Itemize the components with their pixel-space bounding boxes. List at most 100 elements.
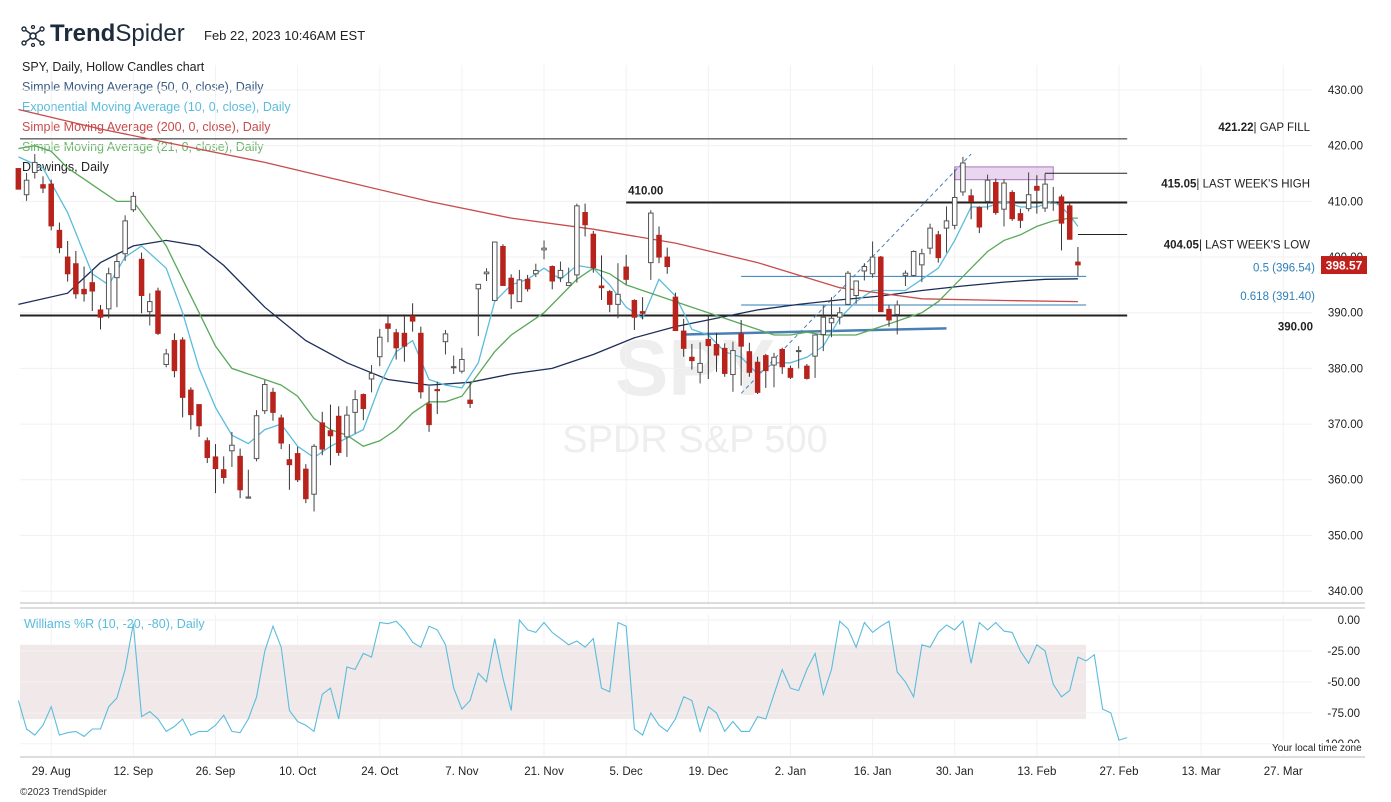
candle-body: [697, 362, 703, 373]
candle-body: [393, 332, 399, 349]
candle: [385, 315, 391, 343]
candle-body: [23, 179, 30, 196]
candle: [598, 255, 605, 300]
candle: [828, 297, 835, 338]
study-label-3[interactable]: Simple Moving Average (200, 0, close), D…: [22, 120, 271, 134]
candle: [1042, 173, 1048, 212]
candle: [590, 230, 597, 273]
candle: [738, 319, 744, 386]
candle-body: [713, 343, 720, 356]
candle-body: [196, 404, 202, 427]
candle: [459, 347, 465, 374]
candle: [360, 393, 367, 421]
time-tick-label: 2. Jan: [775, 766, 806, 778]
candle-body: [533, 269, 539, 275]
candle: [418, 326, 424, 399]
candle-body: [1025, 194, 1032, 210]
candle: [483, 268, 490, 281]
candle-body: [524, 278, 531, 290]
candle-body: [993, 181, 999, 214]
candle: [779, 347, 785, 374]
level-label: 404.05| LAST WEEK'S LOW: [1164, 240, 1310, 252]
candle-body: [15, 168, 22, 190]
candle: [713, 332, 720, 372]
candle-body: [1066, 205, 1073, 240]
candle: [557, 261, 564, 283]
candle: [253, 410, 260, 462]
candle: [754, 356, 761, 395]
candle: [81, 266, 87, 302]
candle-body: [360, 394, 367, 409]
candle-body: [565, 282, 572, 286]
candle-body: [1042, 183, 1048, 209]
candle: [721, 343, 728, 377]
brand-name-light: Spider: [115, 20, 185, 47]
candle: [442, 329, 449, 355]
candle-body: [1001, 182, 1007, 210]
candle-body: [812, 334, 818, 357]
time-tick-label: 7. Nov: [445, 766, 478, 778]
last-price-label: 398.57: [1326, 259, 1363, 273]
candle-body: [122, 220, 128, 255]
candle: [746, 342, 753, 377]
candle-body: [680, 330, 687, 349]
candle-body: [853, 280, 859, 296]
candle: [672, 292, 679, 332]
time-tick-label: 13. Feb: [1017, 766, 1056, 778]
candle: [311, 444, 317, 512]
candle-body: [450, 366, 457, 369]
trend-line: [740, 153, 972, 394]
candle-body: [960, 162, 966, 193]
candle-body: [705, 338, 712, 347]
candle-body: [130, 195, 137, 211]
candle-body: [623, 266, 629, 280]
moving-average-line-3: [18, 145, 1078, 448]
candle: [138, 252, 145, 314]
candle: [836, 307, 843, 325]
candle: [968, 189, 974, 220]
spider-logo-icon: [20, 24, 46, 48]
candle-body: [163, 353, 169, 366]
candle-body: [590, 233, 597, 269]
candle: [894, 300, 900, 335]
candle: [368, 365, 375, 393]
candle: [409, 303, 416, 332]
candle-body: [385, 323, 391, 329]
candle: [229, 431, 235, 467]
candle: [845, 270, 851, 305]
candle: [32, 154, 38, 179]
candle-body: [327, 430, 334, 437]
trend-line: [683, 327, 947, 336]
candle-body: [171, 340, 178, 372]
last-price-badge: [1321, 256, 1367, 275]
candle: [1017, 208, 1024, 229]
moving-average-line-2: [18, 108, 1078, 303]
candle: [861, 263, 868, 281]
candle: [89, 270, 96, 312]
candle: [500, 244, 506, 286]
candle: [639, 297, 646, 320]
candle: [237, 448, 243, 499]
candle-body: [138, 258, 145, 296]
candle-body: [212, 456, 219, 470]
study-label-2[interactable]: Exponential Moving Average (10, 0, close…: [22, 100, 291, 114]
candle-body: [114, 261, 120, 279]
candle: [196, 404, 202, 437]
candle: [631, 299, 638, 330]
candle-body: [56, 229, 63, 249]
candle-body: [229, 444, 235, 452]
candle-body: [89, 282, 96, 292]
candle: [475, 283, 482, 337]
candle: [1066, 201, 1073, 240]
candle-body: [861, 266, 868, 272]
resistance-zone: [954, 166, 1054, 181]
time-tick-label: 10. Oct: [279, 766, 317, 778]
brand-name-bold: Trend: [50, 20, 116, 47]
candle-body: [368, 372, 375, 380]
candle: [130, 191, 137, 212]
time-tick-label: 27. Mar: [1264, 766, 1303, 778]
candle-body: [1058, 196, 1065, 224]
candle: [689, 343, 695, 370]
study-label-0[interactable]: SPY, Daily, Hollow Candles chart: [22, 60, 205, 74]
